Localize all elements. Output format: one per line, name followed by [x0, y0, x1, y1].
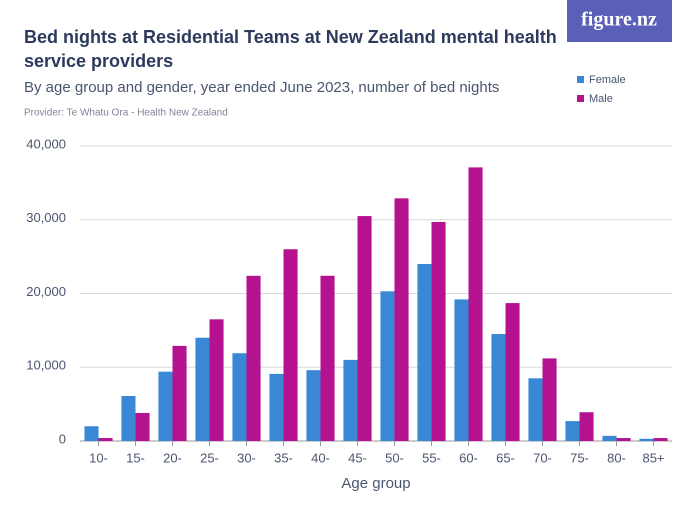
- legend-label: Female: [589, 74, 626, 86]
- bar: [454, 299, 469, 441]
- bar: [528, 378, 543, 441]
- legend-label: Male: [589, 93, 613, 105]
- bar: [195, 337, 210, 441]
- bar: [121, 396, 136, 441]
- bar: [84, 426, 99, 441]
- bar: [491, 334, 506, 441]
- bar: [602, 435, 617, 441]
- x-tick-label: 10-: [89, 450, 108, 465]
- bar: [306, 370, 321, 441]
- logo: figure.nz: [581, 9, 657, 31]
- x-tick-label: 80-: [607, 450, 626, 465]
- bar: [616, 438, 631, 441]
- y-tick-label: 40,000: [26, 136, 66, 151]
- bar: [343, 359, 358, 441]
- chart-subtitle: By age group and gender, year ended June…: [24, 79, 499, 96]
- y-tick-label: 0: [59, 431, 66, 446]
- x-tick-label: 65-: [496, 450, 515, 465]
- bar: [209, 319, 224, 441]
- x-tick-label: 25-: [200, 450, 219, 465]
- bar: [653, 438, 668, 441]
- bar: [505, 303, 520, 441]
- x-tick-label: 35-: [274, 450, 293, 465]
- bar: [431, 221, 446, 441]
- bar: [172, 345, 187, 441]
- bar: [283, 249, 298, 441]
- bar: [320, 275, 335, 441]
- bar: [542, 358, 557, 441]
- bar: [98, 438, 113, 441]
- bar: [135, 412, 150, 441]
- bar: [158, 371, 173, 441]
- bar: [639, 438, 654, 441]
- x-tick-label: 85+: [642, 450, 664, 465]
- x-tick-label: 15-: [126, 450, 145, 465]
- x-tick-label: 75-: [570, 450, 589, 465]
- bar: [232, 353, 247, 441]
- x-tick-label: 20-: [163, 450, 182, 465]
- x-tick-label: 60-: [459, 450, 478, 465]
- x-tick-label: 40-: [311, 450, 330, 465]
- x-tick-label: 55-: [422, 450, 441, 465]
- chart-title: Bed nights at Residential Teams at New Z…: [24, 27, 557, 71]
- bar: [468, 167, 483, 441]
- x-tick-label: 30-: [237, 450, 256, 465]
- legend-swatch: [577, 95, 584, 102]
- logo-box: [567, 0, 672, 42]
- bar: [269, 373, 284, 441]
- bar: [579, 412, 594, 441]
- x-axis-label: Age group: [341, 475, 410, 492]
- y-tick-label: 30,000: [26, 210, 66, 225]
- bar: [246, 275, 261, 441]
- provider: Provider: Te Whatu Ora - Health New Zeal…: [24, 108, 228, 119]
- legend-swatch: [577, 76, 584, 83]
- y-tick-label: 20,000: [26, 284, 66, 299]
- x-tick-label: 50-: [385, 450, 404, 465]
- bar: [565, 421, 580, 441]
- bar: [417, 264, 432, 441]
- x-tick-label: 45-: [348, 450, 367, 465]
- bar: [357, 216, 372, 441]
- bar: [394, 198, 409, 441]
- y-tick-label: 10,000: [26, 358, 66, 373]
- bar: [380, 291, 395, 441]
- x-tick-label: 70-: [533, 450, 552, 465]
